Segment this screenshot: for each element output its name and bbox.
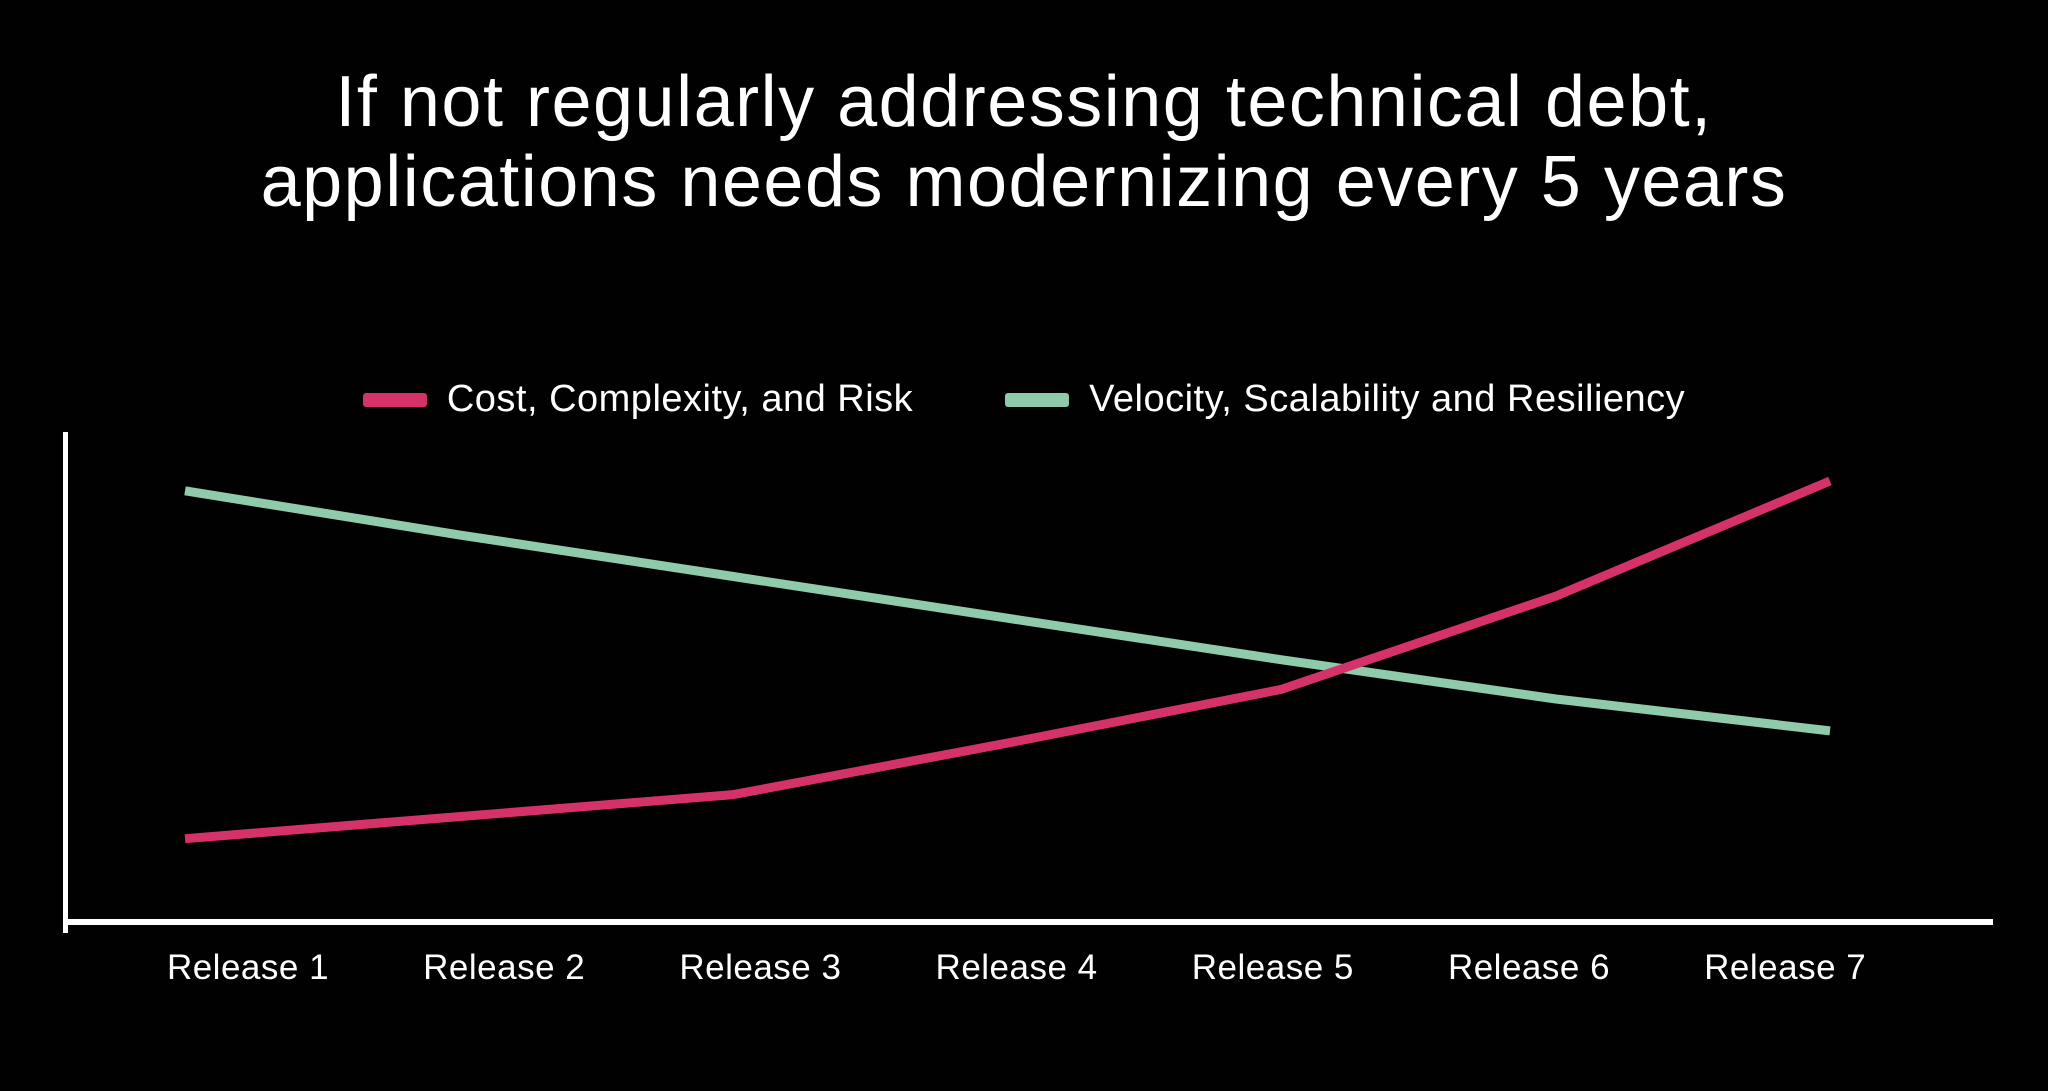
legend-swatch-velocity-icon bbox=[1005, 392, 1070, 407]
x-axis-labels: Release 1 Release 2 Release 3 Release 4 Rele… bbox=[0, 948, 2048, 998]
x-axis-label: Release 4 bbox=[935, 948, 1098, 987]
x-axis-label: Release 5 bbox=[1191, 948, 1354, 987]
legend: Cost, Complexity, and Risk Velocity, Sca… bbox=[0, 378, 2048, 421]
cost-complexity-risk-line bbox=[184, 476, 1832, 844]
legend-label-velocity: Velocity, Scalability and Resiliency bbox=[1089, 378, 1686, 420]
legend-item-velocity-scalability-resiliency: Velocity, Scalability and Resiliency bbox=[1005, 378, 1685, 421]
x-axis-label: Release 6 bbox=[1447, 948, 1611, 987]
x-axis-label: Release 1 bbox=[166, 948, 330, 987]
x-axis-label: Release 7 bbox=[1704, 948, 1867, 987]
legend-item-cost-complexity-risk: Cost, Complexity, and Risk bbox=[362, 378, 914, 421]
x-axis-label: Release 3 bbox=[679, 948, 842, 987]
velocity-scalability-resiliency-line bbox=[184, 486, 1831, 736]
chart-title: If not regularly addressing technical de… bbox=[0, 62, 2048, 222]
legend-swatch-cost-icon bbox=[362, 392, 427, 407]
chart-title-line2: applications needs modernizing every 5 y… bbox=[260, 142, 1788, 222]
chart-title-line1: If not regularly addressing technical de… bbox=[335, 62, 1713, 142]
x-axis-label: Release 2 bbox=[423, 948, 586, 987]
legend-label-cost: Cost, Complexity, and Risk bbox=[446, 378, 914, 420]
